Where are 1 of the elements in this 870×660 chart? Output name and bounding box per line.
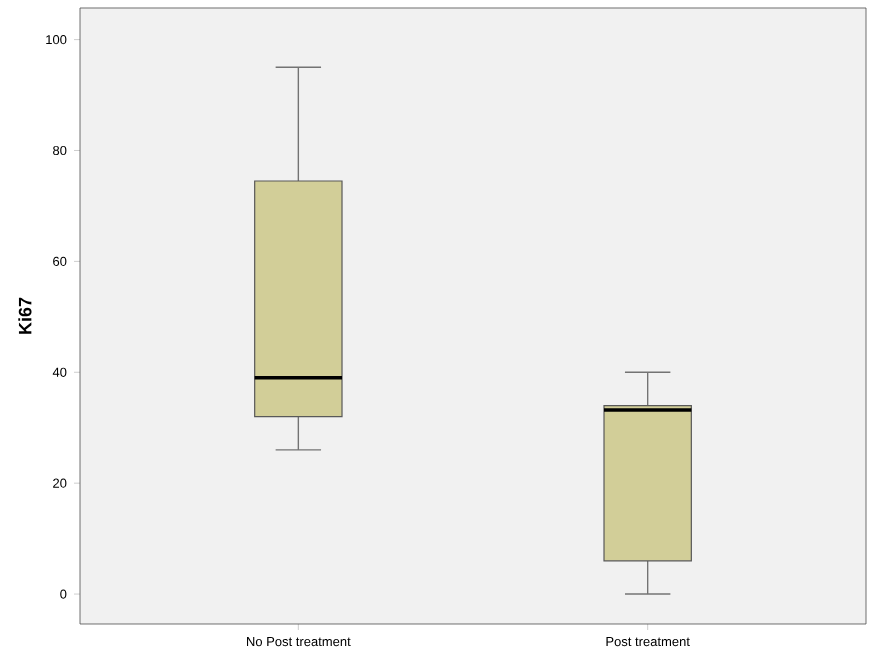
y-axis-title: Ki67 [18, 297, 32, 334]
